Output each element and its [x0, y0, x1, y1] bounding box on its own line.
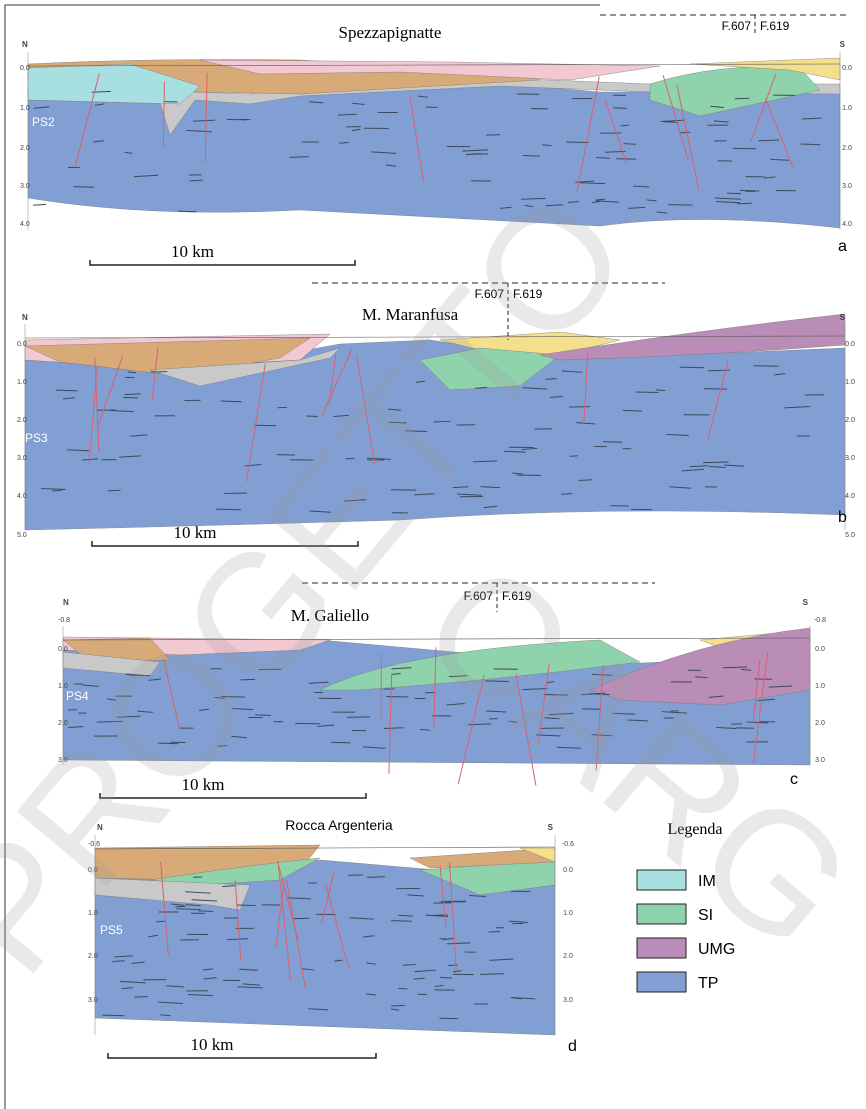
reflector: [367, 877, 385, 878]
section-title: Rocca Argenteria: [285, 817, 393, 833]
profile-label: PS2: [32, 115, 55, 129]
scale-bar: [108, 1053, 376, 1058]
reflector: [680, 367, 704, 368]
reflector: [603, 442, 622, 443]
depth-label: 3.0: [17, 455, 27, 462]
depth-label: 3.0: [815, 757, 825, 764]
depth-label: -0.8: [814, 617, 826, 624]
reflector: [570, 456, 578, 457]
depth-label: -0.8: [58, 617, 70, 624]
depth-label: 4.0: [20, 221, 30, 228]
reflector: [613, 108, 627, 109]
reflector: [636, 392, 659, 393]
depth-label: 0.0: [845, 341, 855, 348]
reflector: [254, 425, 276, 426]
depth-label: 0.0: [563, 867, 573, 874]
reflector: [656, 390, 665, 391]
panel-letter: d: [568, 1038, 577, 1055]
depth-label: 3.0: [563, 997, 573, 1004]
depth-label: 5.0: [845, 532, 855, 539]
depth-label: 1.0: [842, 105, 852, 112]
depth-label: 4.0: [17, 493, 27, 500]
depth-label: 3.0: [842, 183, 852, 190]
reflector: [33, 204, 46, 205]
reflector: [753, 366, 778, 367]
reflector: [293, 918, 310, 919]
reflector: [664, 122, 679, 123]
reflector: [727, 193, 741, 194]
reflector: [596, 199, 605, 200]
depth-label: 2.0: [845, 417, 855, 424]
reflector: [295, 723, 320, 724]
reflector: [108, 490, 121, 491]
scale-label: 10 km: [191, 1035, 234, 1054]
depth-label: 1.0: [845, 379, 855, 386]
section-title: Spezzapignatte: [339, 23, 442, 42]
south-label: S: [840, 313, 846, 322]
reflector: [403, 965, 416, 966]
reflector: [384, 728, 404, 729]
depth-label: 0.0: [842, 65, 852, 72]
cross-section: [28, 58, 840, 228]
depth-label: 3.0: [20, 183, 30, 190]
south-label: S: [548, 823, 554, 832]
depth-label: 3.0: [88, 997, 98, 1004]
scale-bar: [90, 260, 355, 265]
depth-label: 1.0: [17, 379, 27, 386]
reflector: [134, 996, 147, 997]
depth-label: 0.0: [17, 341, 27, 348]
reflector: [73, 187, 94, 188]
depth-label: 4.0: [845, 493, 855, 500]
panel-letter: b: [838, 509, 847, 526]
depth-label: 2.0: [20, 145, 30, 152]
south-label: S: [803, 598, 809, 607]
reflector: [440, 977, 452, 978]
depth-label: 2.0: [815, 720, 825, 727]
reflector: [102, 1015, 124, 1016]
depth-label: 3.0: [845, 455, 855, 462]
reflector: [569, 407, 590, 408]
north-label: N: [22, 313, 28, 322]
depth-label: 0.0: [815, 646, 825, 653]
depth-label: 0.0: [58, 646, 68, 653]
depth-label: 2.0: [563, 953, 573, 960]
reflector: [623, 144, 635, 145]
depth-label: 1.0: [563, 910, 573, 917]
reflector: [398, 988, 407, 989]
scale-label: 10 km: [171, 242, 214, 261]
depth-label: 4.0: [842, 221, 852, 228]
reflector: [679, 132, 690, 133]
depth-label: -0.6: [562, 841, 574, 848]
figure: Spezzapignatte N S 0.0 1.0 2.0 3.0 4.0 0.0 1.0 2.0…: [0, 0, 866, 1109]
reflector: [668, 205, 692, 206]
reflector: [561, 494, 572, 495]
reflector: [523, 155, 540, 156]
north-label: N: [22, 40, 28, 49]
depth-label: 5.0: [17, 532, 27, 539]
reflector: [391, 1005, 404, 1006]
panel-letter: a: [838, 238, 847, 255]
reflector: [178, 211, 196, 212]
north-label: N: [63, 598, 69, 607]
sheet-label: F.619: [760, 19, 790, 33]
reflector: [418, 994, 427, 995]
depth-label: 2.0: [17, 417, 27, 424]
depth-label: 1.0: [20, 105, 30, 112]
reflector: [740, 190, 759, 191]
reflector: [708, 370, 730, 371]
depth-label: 0.0: [20, 65, 30, 72]
reflector: [331, 742, 350, 743]
legend-swatch: [637, 972, 686, 992]
depth-label: 1.0: [815, 683, 825, 690]
reflector: [391, 921, 412, 922]
sheet-label: F.607: [722, 19, 752, 33]
reflector: [703, 462, 729, 463]
reflector: [198, 911, 213, 912]
legend-label: TP: [698, 975, 718, 992]
south-label: S: [840, 40, 846, 49]
profile-label: PS3: [25, 431, 48, 445]
legend-swatch: [637, 938, 686, 958]
depth-label: 2.0: [842, 145, 852, 152]
